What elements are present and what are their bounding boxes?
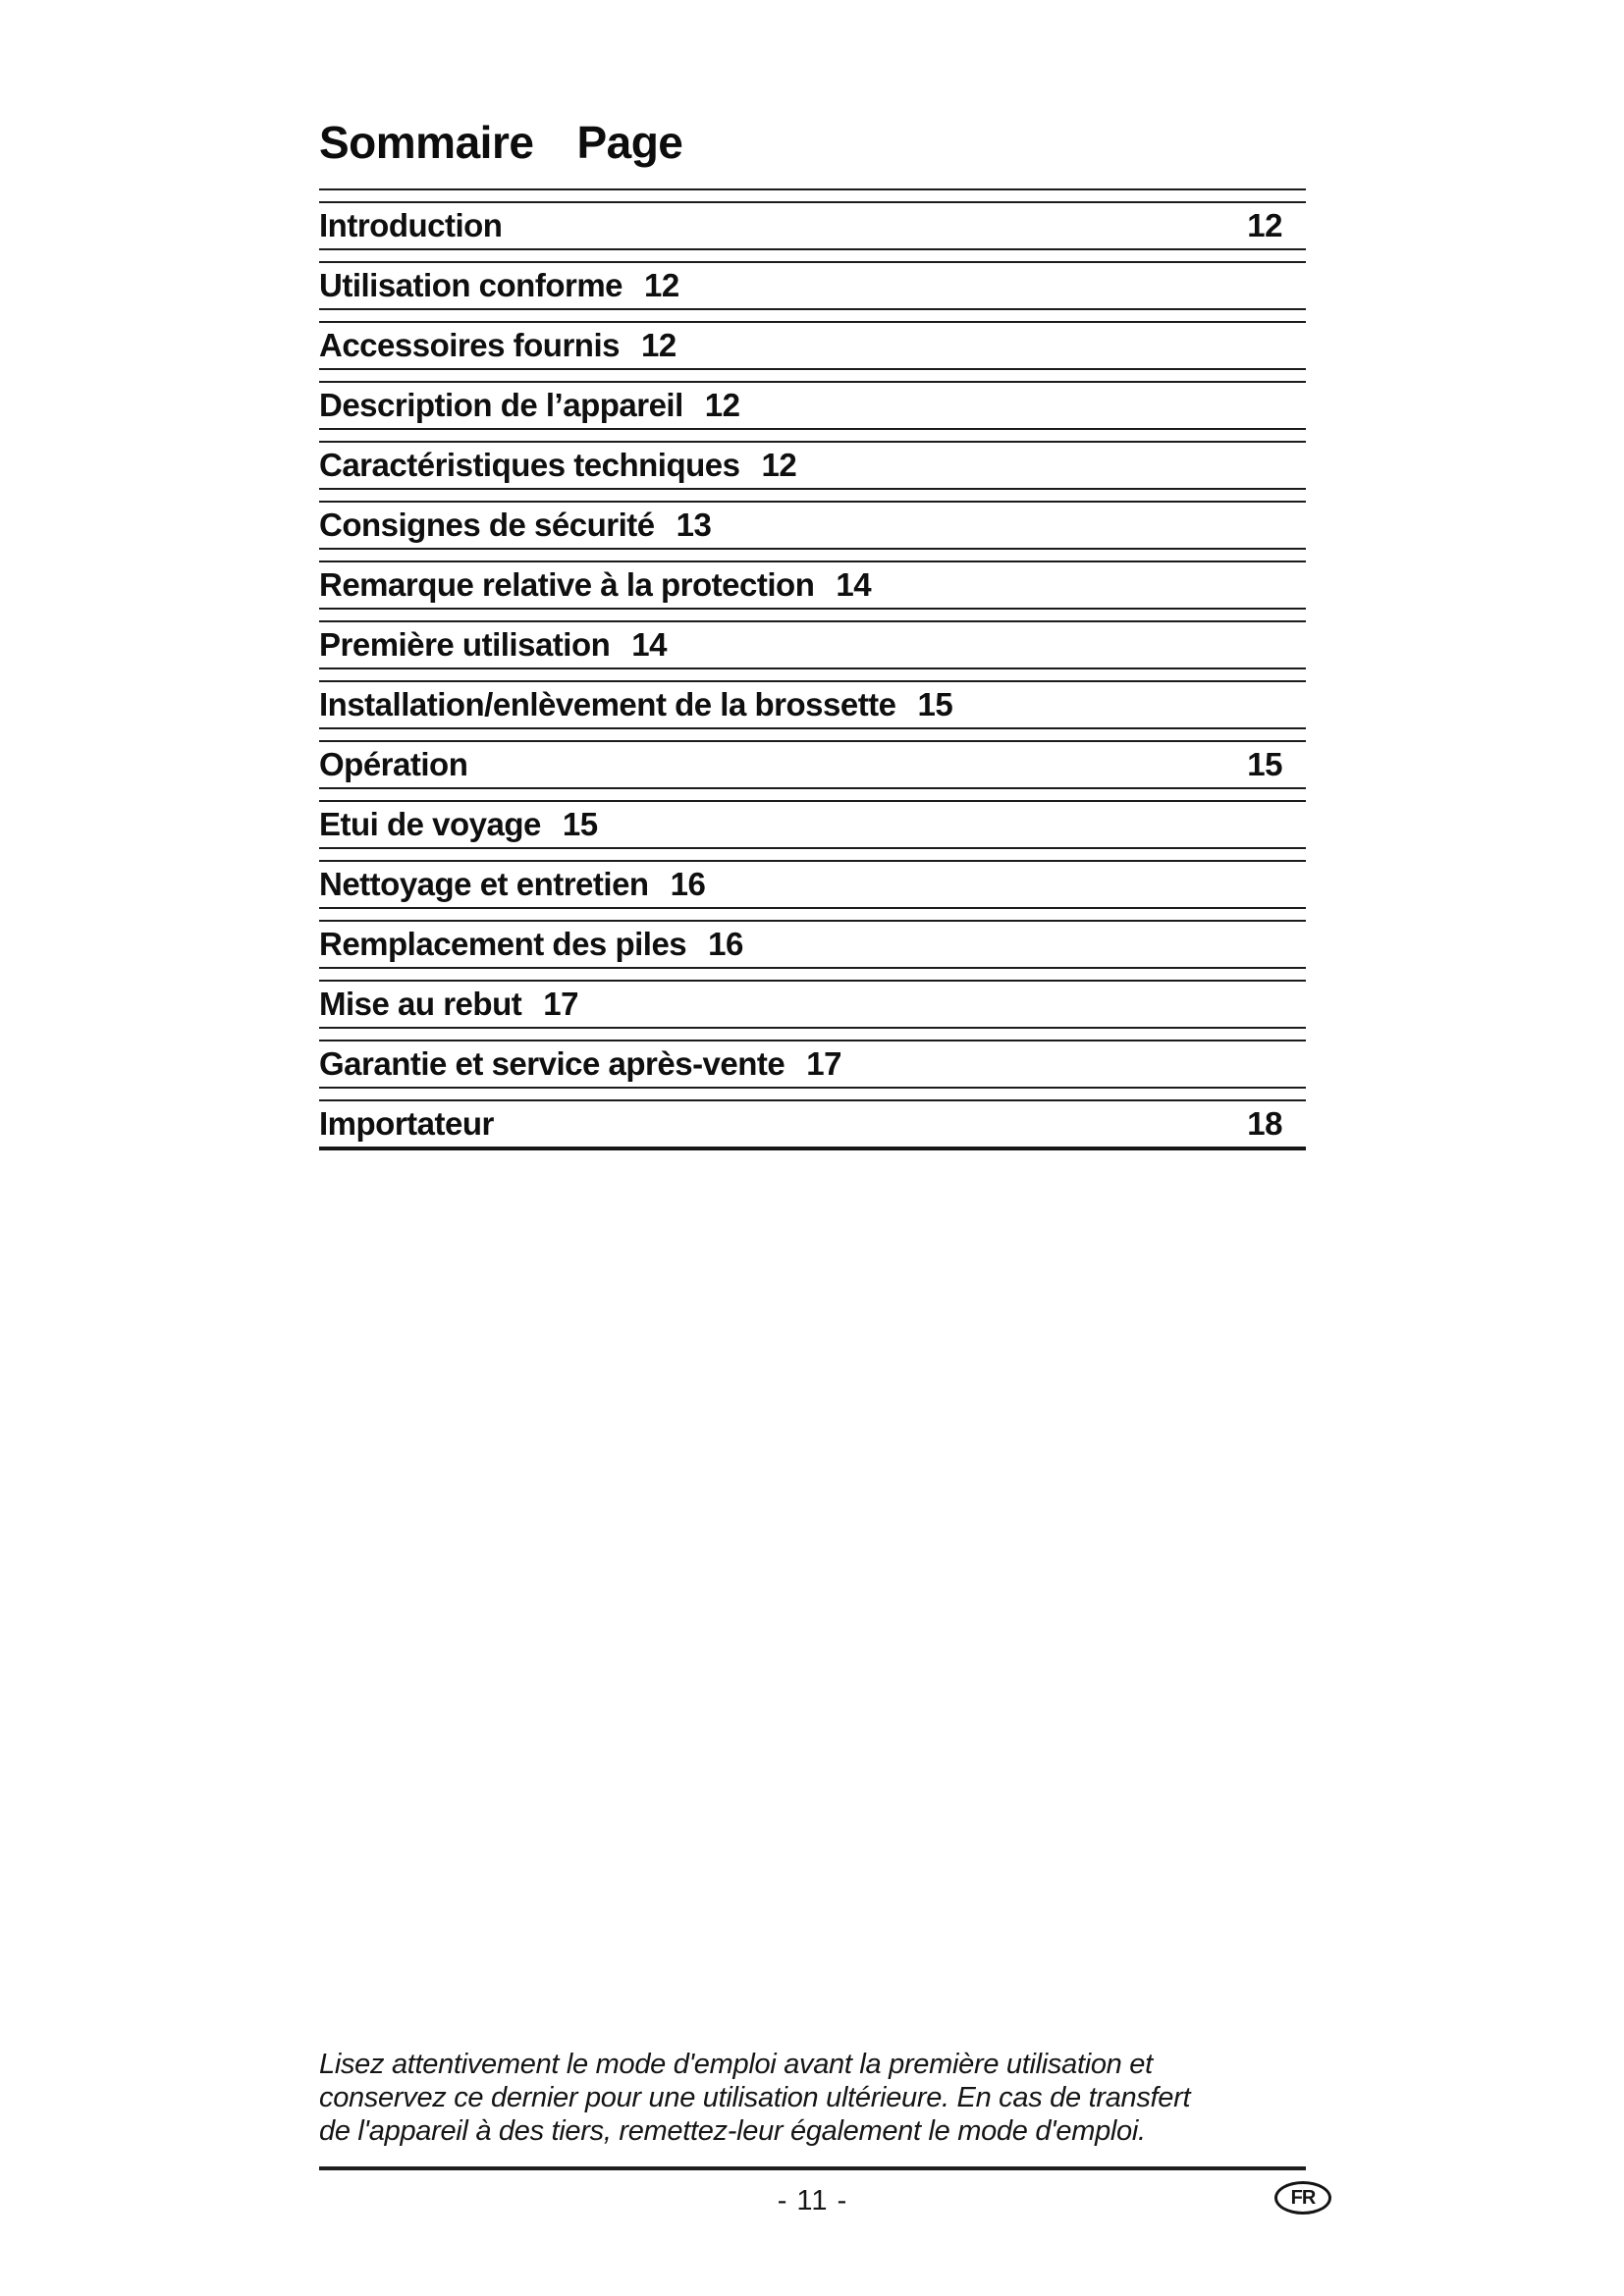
toc-entry-page: 12 (644, 267, 679, 303)
footer-note: Lisez attentivement le mode d'emploi ava… (319, 2048, 1306, 2148)
toc-entry-page: 16 (708, 926, 743, 962)
toc-row: Garantie et service après-vente 17 (319, 1041, 1306, 1087)
toc-divider (319, 727, 1306, 742)
toc-divider (319, 368, 1306, 383)
toc-divider (319, 1027, 1306, 1041)
toc-divider (319, 248, 1306, 263)
toc-entry-page: 12 (761, 447, 797, 483)
toc-bottom-rule (319, 1147, 1306, 1150)
toc-row: Première utilisation 14 (319, 622, 1306, 667)
toc-row: Etui de voyage 15 (319, 802, 1306, 847)
toc-entry-page: 17 (806, 1045, 841, 1082)
toc-entry-label: Installation/enlèvement de la brossette (319, 686, 896, 722)
toc-entry-label: Caractéristiques techniques (319, 447, 740, 483)
toc-entry-page: 17 (543, 986, 578, 1022)
toc-entry-label: Utilisation conforme (319, 267, 623, 303)
title-sommaire: Sommaire (319, 117, 534, 168)
toc-row: Remarque relative à la protection 14 (319, 562, 1306, 608)
toc-divider (319, 188, 1306, 203)
document-page: Sommaire Page Introduction 12 Utilisation … (319, 0, 1331, 2296)
page-number: - 11 - (777, 2185, 848, 2216)
footer-divider (319, 2166, 1306, 2170)
toc-row: Nettoyage et entretien 16 (319, 862, 1306, 907)
toc-divider (319, 428, 1306, 443)
footer-note-line: de l'appareil à des tiers, remettez-leur… (319, 2115, 1146, 2147)
toc-row: Opération 15 (319, 742, 1306, 787)
toc-entry-label: Etui de voyage (319, 806, 541, 842)
toc-entry-page: 14 (631, 626, 667, 663)
toc-row: Description de l’appareil 12 (319, 383, 1306, 428)
toc-entry-page: 12 (640, 327, 677, 363)
toc-row: Utilisation conforme 12 (319, 263, 1306, 308)
toc-row: Introduction 12 (319, 203, 1306, 248)
toc-entry-label: Remplacement des piles (319, 926, 687, 962)
toc-row: Remplacement des piles 16 (319, 922, 1306, 967)
toc-entry-label: Opération (319, 746, 468, 782)
toc-entry-page: 13 (676, 507, 712, 543)
toc-entry-label: Description de l’appareil (319, 387, 683, 423)
toc-entry-label: Consignes de sécurité (319, 507, 655, 543)
language-badge-fr: FR (1274, 2181, 1331, 2215)
toc-divider (319, 787, 1306, 802)
toc-divider (319, 907, 1306, 922)
toc-row: Caractéristiques techniques 12 (319, 443, 1306, 488)
toc-divider (319, 667, 1306, 682)
toc-divider (319, 1087, 1306, 1101)
toc-entry-label: Mise au rebut (319, 986, 522, 1022)
toc-entry-label: Garantie et service après-vente (319, 1045, 785, 1082)
toc-entry-label: Introduction (319, 207, 503, 243)
toc-row: Consignes de sécurité 13 (319, 503, 1306, 548)
toc-list: Introduction 12 Utilisation conforme 12 Acce… (319, 188, 1306, 1150)
toc-entry-page: 15 (917, 686, 953, 722)
toc-entry-label: Première utilisation (319, 626, 611, 663)
page-title: Sommaire Page (319, 116, 683, 169)
toc-row: Mise au rebut 17 (319, 982, 1306, 1027)
toc-divider (319, 967, 1306, 982)
toc-divider (319, 308, 1306, 323)
toc-entry-page: 18 (1247, 1105, 1282, 1142)
toc-row: Importateur 18 (319, 1101, 1306, 1147)
title-page-column-label: Page (576, 117, 683, 168)
toc-entry-page: 12 (704, 387, 740, 423)
footer-note-line: conservez ce dernier pour une utilisatio… (319, 2082, 1191, 2113)
toc-entry-label: Remarque relative à la protection (319, 566, 815, 603)
toc-entry-label: Nettoyage et entretien (319, 866, 649, 902)
toc-divider (319, 608, 1306, 622)
toc-row: Accessoires fournis 12 (319, 323, 1306, 368)
toc-entry-label: Accessoires fournis (319, 327, 620, 363)
toc-entry-label: Importateur (319, 1105, 494, 1142)
toc-entry-page: 15 (562, 806, 598, 842)
toc-divider (319, 488, 1306, 503)
toc-divider (319, 847, 1306, 862)
toc-entry-page: 16 (670, 866, 706, 902)
toc-divider (319, 548, 1306, 562)
toc-entry-page: 15 (1247, 746, 1282, 782)
toc-entry-page: 14 (836, 566, 872, 603)
footer-note-line: Lisez attentivement le mode d'emploi ava… (319, 2049, 1153, 2080)
toc-row: Installation/enlèvement de la brossette 1… (319, 682, 1306, 727)
toc-entry-page: 12 (1247, 207, 1282, 243)
